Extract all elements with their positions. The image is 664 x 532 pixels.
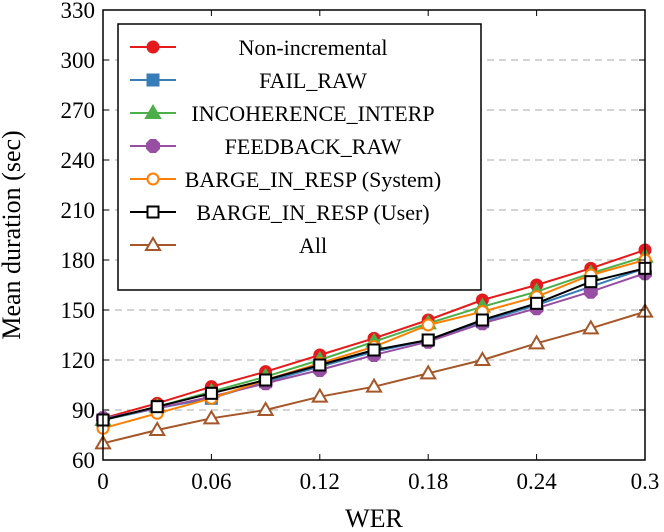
data-point [148,421,166,436]
data-point [202,409,221,425]
data-point [256,401,275,416]
y-tick-label: 180 [61,248,96,273]
legend: Non-incremental FAIL_RAW INCOHERENCE_INTER… [117,23,482,291]
legend-label: BARGE_IN_RESP (System) [185,167,441,192]
data-point [365,377,383,393]
series-all [94,302,654,450]
data-point [530,296,544,310]
legend-marker [146,172,160,186]
legend-label: FEEDBACK_RAW [225,134,402,159]
legend-marker [144,104,162,119]
y-tick-label: 240 [61,148,96,173]
legend-marker [146,40,160,54]
y-tick-label: 210 [61,198,96,223]
data-point [367,343,381,357]
legend-item: All [130,233,327,258]
legend-item: BARGE_IN_RESP (User) [130,200,430,225]
legend-marker [146,73,160,87]
legend-box [117,23,482,291]
y-tick-label: 330 [61,0,96,23]
data-point [527,334,546,350]
legend-item: INCOHERENCE_INTERP [130,101,435,126]
legend-marker [146,139,160,153]
legend-marker [144,236,162,251]
data-point [150,400,164,414]
legend-label: All [299,233,327,258]
legend-marker [146,205,160,219]
legend-item: FAIL_RAW [130,68,367,93]
y-tick-label: 90 [72,398,95,423]
x-tick-label: 0.24 [516,469,557,494]
x-tick-label: 0.3 [631,469,660,494]
y-tick-label: 300 [61,48,96,73]
legend-label: BARGE_IN_RESP (User) [196,200,429,225]
y-tick-label: 60 [72,448,95,473]
data-point [421,333,435,347]
y-axis-label: Mean duration (sec) [0,130,26,339]
x-tick-label: 0.06 [191,469,231,494]
data-point [421,318,435,332]
legend-item: BARGE_IN_RESP (System) [130,167,441,192]
data-point [582,319,600,335]
series-line [102,310,646,445]
data-point [259,373,273,387]
data-point [204,386,218,400]
x-tick-label: 0.18 [408,469,448,494]
plot-frame [102,9,646,461]
x-tick-label: 0 [97,469,109,494]
data-point [584,275,598,289]
x-tick-label: 0.12 [300,469,340,494]
data-point [473,351,492,366]
data-point [313,358,327,372]
data-point [311,387,329,403]
legend-item: Non-incremental [130,35,388,60]
legend-label: Non-incremental [238,35,387,60]
data-point [475,313,489,327]
ticks: 60 90 120 150 180 210 240 270 300 330 0 0.06 0.12 0.1… [61,0,660,494]
y-tick-label: 150 [61,298,96,323]
legend-label: INCOHERENCE_INTERP [191,101,434,126]
y-tick-label: 270 [61,98,96,123]
y-tick-label: 120 [61,348,96,373]
data-point [419,364,437,380]
x-axis-label: WER [345,504,403,532]
legend-label: FAIL_RAW [259,68,367,93]
legend-item: FEEDBACK_RAW [130,134,402,159]
